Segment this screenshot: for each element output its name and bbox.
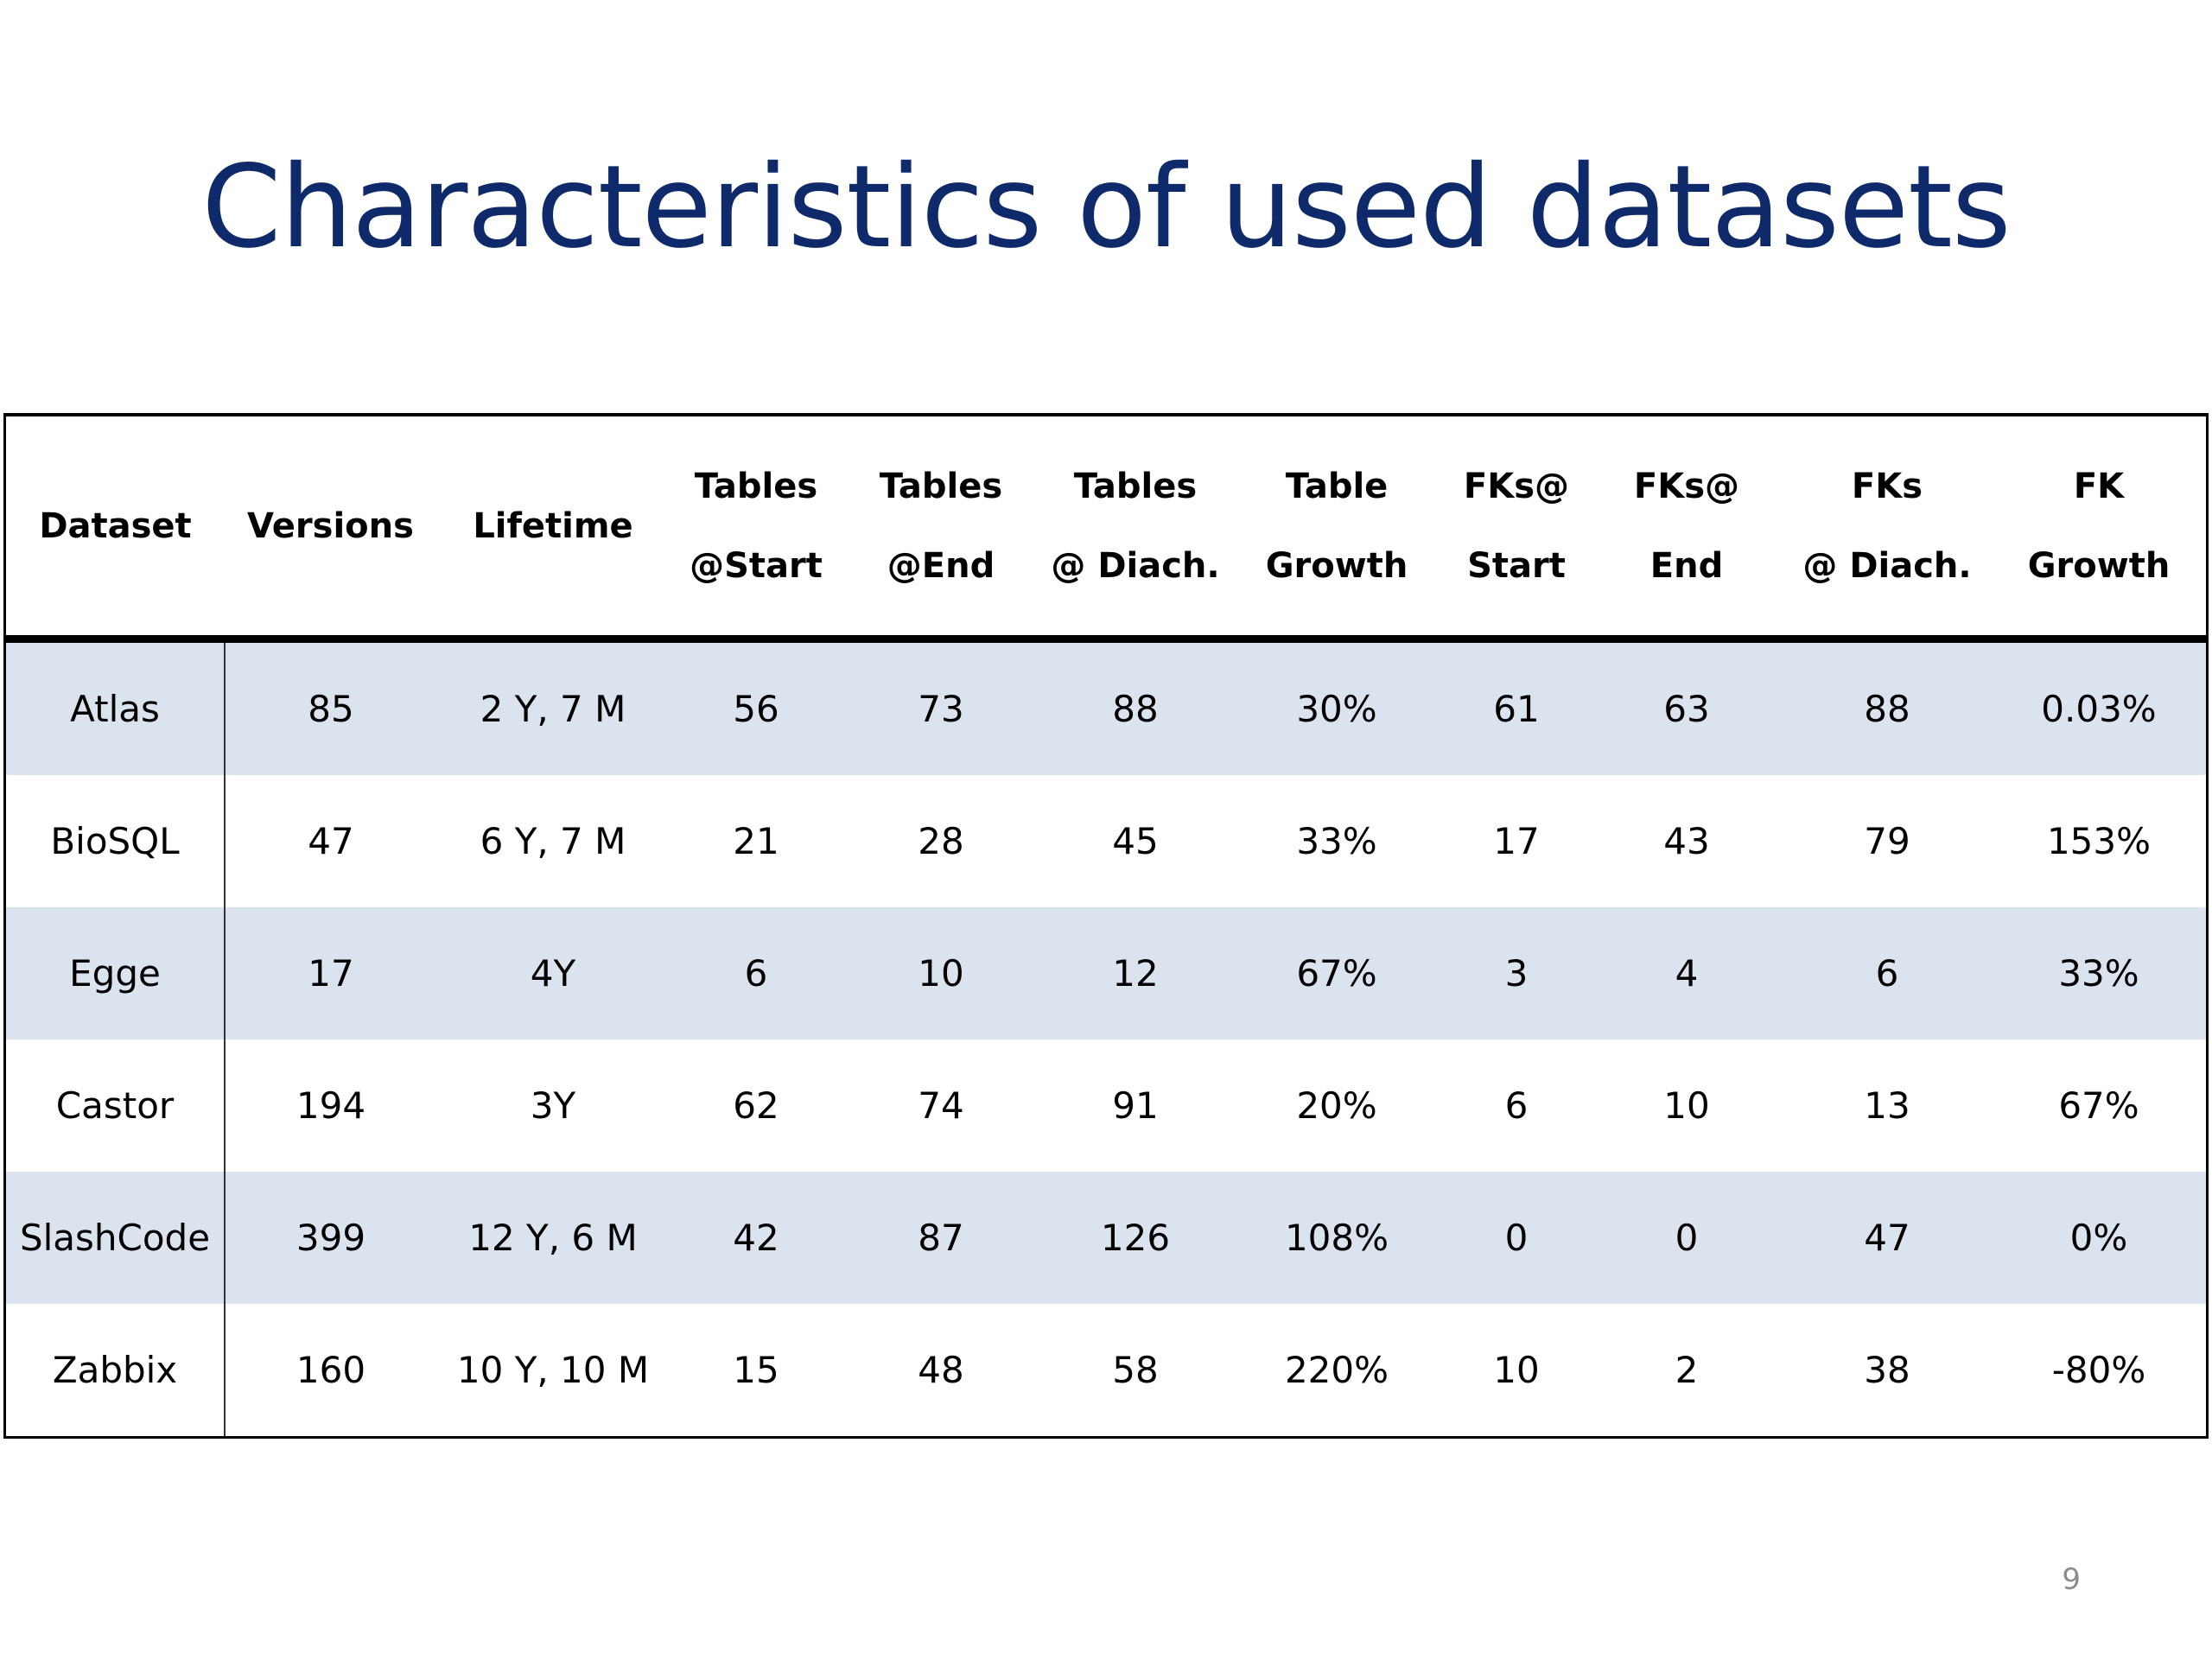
table-cell: 74 [842, 1039, 1039, 1172]
table-row: BioSQL 47 6 Y, 7 M 21 28 45 33% 17 43 79… [6, 775, 2206, 907]
table-cell: 2 Y, 7 M [436, 639, 670, 775]
table-cell: 399 [225, 1172, 436, 1304]
table-header-row: Dataset Versions Lifetime Tables @Start T… [6, 416, 2206, 643]
table-cell: 6 [670, 907, 842, 1039]
page-number: 9 [2062, 1562, 2081, 1597]
table-cell: 0.03% [1992, 639, 2206, 775]
header-fks-end: FKs@ End [1591, 416, 1783, 643]
table-cell: 79 [1783, 775, 1992, 907]
table-cell: 63 [1591, 639, 1783, 775]
dataset-name-cell: SlashCode [6, 1172, 226, 1304]
table-cell: 91 [1039, 1039, 1231, 1172]
table-cell: 88 [1039, 639, 1231, 775]
table-cell: 108% [1231, 1172, 1442, 1304]
table-cell: 88 [1783, 639, 1992, 775]
table-cell: 33% [1231, 775, 1442, 907]
dataset-name-cell: BioSQL [6, 775, 226, 907]
table-cell: 12 Y, 6 M [436, 1172, 670, 1304]
table-cell: 3 [1442, 907, 1591, 1039]
dataset-name-cell: Egge [6, 907, 226, 1039]
table-cell: 87 [842, 1172, 1039, 1304]
table-cell: 0 [1442, 1172, 1591, 1304]
header-fks-diach: FKs @ Diach. [1783, 416, 1992, 643]
table-cell: 10 [1442, 1304, 1591, 1436]
header-fks-start: FKs@ Start [1442, 416, 1591, 643]
table-cell: 38 [1783, 1304, 1992, 1436]
table-cell: 6 Y, 7 M [436, 775, 670, 907]
table-cell: 15 [670, 1304, 842, 1436]
table-cell: 160 [225, 1304, 436, 1436]
table-cell: -80% [1992, 1304, 2206, 1436]
table-cell: 56 [670, 639, 842, 775]
table-cell: 67% [1231, 907, 1442, 1039]
table-cell: 20% [1231, 1039, 1442, 1172]
table-row: Castor 194 3Y 62 74 91 20% 6 10 13 67% [6, 1039, 2206, 1172]
table-cell: 2 [1591, 1304, 1783, 1436]
table-cell: 194 [225, 1039, 436, 1172]
table-cell: 58 [1039, 1304, 1231, 1436]
header-table-growth: Table Growth [1231, 416, 1442, 643]
table-cell: 42 [670, 1172, 842, 1304]
table-cell: 21 [670, 775, 842, 907]
table-cell: 10 [842, 907, 1039, 1039]
table-cell: 43 [1591, 775, 1783, 907]
table-cell: 73 [842, 639, 1039, 775]
slide-title: Characteristics of used datasets [201, 141, 2011, 274]
table-cell: 17 [1442, 775, 1591, 907]
table-cell: 126 [1039, 1172, 1231, 1304]
header-tables-end: Tables @End [842, 416, 1039, 643]
table-row: Atlas 85 2 Y, 7 M 56 73 88 30% 61 63 88 … [6, 639, 2206, 775]
header-dataset: Dataset [6, 416, 225, 643]
table-cell: 47 [1783, 1172, 1992, 1304]
header-tables-diach: Tables @ Diach. [1039, 416, 1231, 643]
table-row: SlashCode 399 12 Y, 6 M 42 87 126 108% 0… [6, 1172, 2206, 1304]
table-cell: 13 [1783, 1039, 1992, 1172]
header-lifetime: Lifetime [436, 416, 670, 643]
header-fk-growth: FK Growth [1992, 416, 2206, 643]
table-cell: 67% [1992, 1039, 2206, 1172]
header-tables-start: Tables @Start [670, 416, 842, 643]
table-cell: 33% [1992, 907, 2206, 1039]
table-cell: 17 [225, 907, 436, 1039]
dataset-name-cell: Zabbix [6, 1304, 226, 1436]
dataset-name-cell: Castor [6, 1039, 226, 1172]
table-cell: 61 [1442, 639, 1591, 775]
table-cell: 45 [1039, 775, 1231, 907]
table-cell: 3Y [436, 1039, 670, 1172]
dataset-name-cell: Atlas [6, 639, 226, 775]
table-cell: 6 [1442, 1039, 1591, 1172]
header-versions: Versions [225, 416, 436, 643]
table-cell: 220% [1231, 1304, 1442, 1436]
table-cell: 85 [225, 639, 436, 775]
table-cell: 6 [1783, 907, 1992, 1039]
table-cell: 10 Y, 10 M [436, 1304, 670, 1436]
datasets-table: Dataset Versions Lifetime Tables @Start T… [3, 413, 2209, 1439]
table-cell: 4 [1591, 907, 1783, 1039]
table-cell: 62 [670, 1039, 842, 1172]
table-cell: 4Y [436, 907, 670, 1039]
table-row: Zabbix 160 10 Y, 10 M 15 48 58 220% 10 2… [6, 1304, 2206, 1436]
table-row: Egge 17 4Y 6 10 12 67% 3 4 6 33% [6, 907, 2206, 1039]
table-cell: 0% [1992, 1172, 2206, 1304]
table-cell: 47 [225, 775, 436, 907]
table-cell: 48 [842, 1304, 1039, 1436]
table-cell: 12 [1039, 907, 1231, 1039]
table-cell: 0 [1591, 1172, 1783, 1304]
table-cell: 28 [842, 775, 1039, 907]
table-cell: 153% [1992, 775, 2206, 907]
table-cell: 10 [1591, 1039, 1783, 1172]
table-cell: 30% [1231, 639, 1442, 775]
